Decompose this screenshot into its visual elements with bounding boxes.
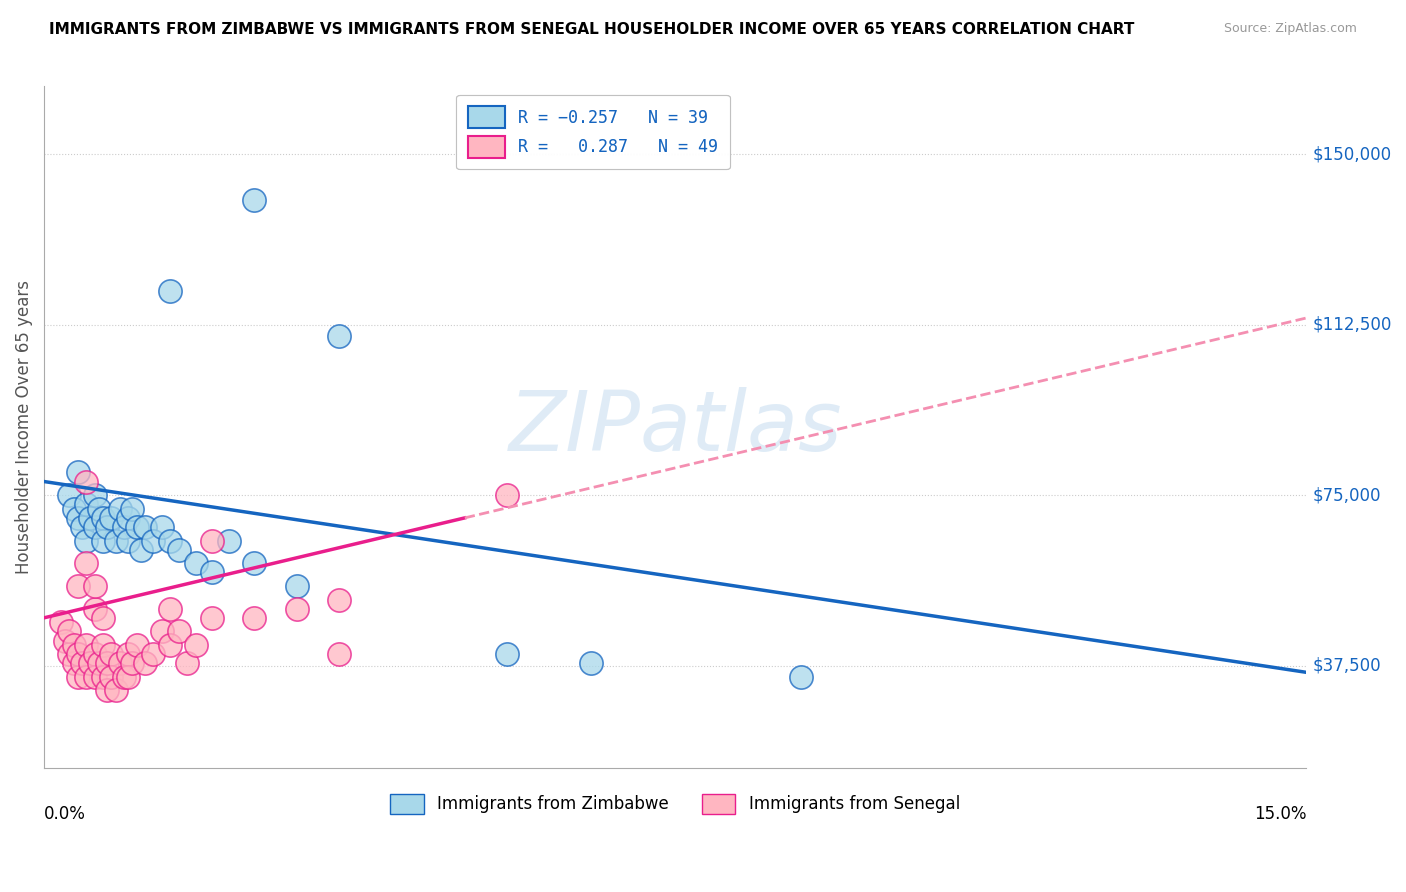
Point	[790, 670, 813, 684]
Point	[496, 647, 519, 661]
Point	[66, 647, 89, 661]
Point	[87, 501, 110, 516]
Text: $150,000: $150,000	[1312, 145, 1392, 163]
Point	[108, 501, 131, 516]
Point	[91, 533, 114, 548]
Point	[159, 533, 181, 548]
Point	[83, 670, 105, 684]
Point	[125, 520, 148, 534]
Point	[117, 647, 139, 661]
Point	[96, 657, 118, 671]
Point	[150, 520, 173, 534]
Point	[285, 601, 308, 615]
Point	[328, 592, 350, 607]
Point	[75, 638, 97, 652]
Text: ZIPatlas: ZIPatlas	[509, 386, 842, 467]
Point	[108, 657, 131, 671]
Point	[62, 638, 84, 652]
Point	[53, 633, 76, 648]
Point	[66, 670, 89, 684]
Point	[96, 683, 118, 698]
Point	[79, 511, 101, 525]
Point	[62, 657, 84, 671]
Point	[58, 647, 80, 661]
Point	[79, 657, 101, 671]
Text: $112,500: $112,500	[1312, 316, 1392, 334]
Point	[328, 647, 350, 661]
Point	[150, 624, 173, 639]
Point	[66, 579, 89, 593]
Point	[66, 466, 89, 480]
Text: 0.0%: 0.0%	[44, 805, 86, 823]
Point	[243, 557, 266, 571]
Point	[91, 611, 114, 625]
Point	[129, 542, 152, 557]
Point	[75, 533, 97, 548]
Point	[83, 601, 105, 615]
Point	[121, 501, 143, 516]
Point	[142, 647, 165, 661]
Point	[87, 657, 110, 671]
Point	[159, 601, 181, 615]
Point	[579, 657, 602, 671]
Point	[134, 657, 156, 671]
Point	[159, 284, 181, 298]
Point	[112, 520, 135, 534]
Point	[159, 638, 181, 652]
Point	[201, 611, 224, 625]
Point	[142, 533, 165, 548]
Point	[58, 488, 80, 502]
Point	[100, 670, 122, 684]
Point	[184, 638, 207, 652]
Text: Source: ZipAtlas.com: Source: ZipAtlas.com	[1223, 22, 1357, 36]
Point	[117, 670, 139, 684]
Point	[91, 511, 114, 525]
Point	[75, 670, 97, 684]
Point	[70, 657, 93, 671]
Point	[83, 520, 105, 534]
Point	[328, 329, 350, 343]
Point	[75, 475, 97, 489]
Point	[184, 557, 207, 571]
Point	[201, 566, 224, 580]
Point	[62, 501, 84, 516]
Point	[100, 647, 122, 661]
Point	[100, 511, 122, 525]
Point	[75, 557, 97, 571]
Point	[58, 624, 80, 639]
Point	[104, 533, 127, 548]
Point	[496, 488, 519, 502]
Point	[91, 670, 114, 684]
Point	[125, 638, 148, 652]
Point	[83, 488, 105, 502]
Legend: Immigrants from Zimbabwe, Immigrants from Senegal: Immigrants from Zimbabwe, Immigrants fro…	[384, 787, 967, 821]
Point	[83, 647, 105, 661]
Point	[243, 611, 266, 625]
Point	[218, 533, 240, 548]
Point	[91, 638, 114, 652]
Y-axis label: Householder Income Over 65 years: Householder Income Over 65 years	[15, 280, 32, 574]
Point	[121, 657, 143, 671]
Point	[112, 670, 135, 684]
Text: $75,000: $75,000	[1312, 486, 1381, 504]
Point	[70, 520, 93, 534]
Point	[75, 497, 97, 511]
Point	[201, 533, 224, 548]
Point	[167, 542, 190, 557]
Point	[104, 683, 127, 698]
Point	[49, 615, 72, 630]
Point	[117, 533, 139, 548]
Point	[176, 657, 198, 671]
Point	[83, 579, 105, 593]
Text: $37,500: $37,500	[1312, 657, 1381, 674]
Point	[96, 520, 118, 534]
Point	[167, 624, 190, 639]
Text: IMMIGRANTS FROM ZIMBABWE VS IMMIGRANTS FROM SENEGAL HOUSEHOLDER INCOME OVER 65 Y: IMMIGRANTS FROM ZIMBABWE VS IMMIGRANTS F…	[49, 22, 1135, 37]
Point	[134, 520, 156, 534]
Point	[66, 511, 89, 525]
Point	[243, 193, 266, 207]
Point	[285, 579, 308, 593]
Text: 15.0%: 15.0%	[1254, 805, 1306, 823]
Point	[117, 511, 139, 525]
